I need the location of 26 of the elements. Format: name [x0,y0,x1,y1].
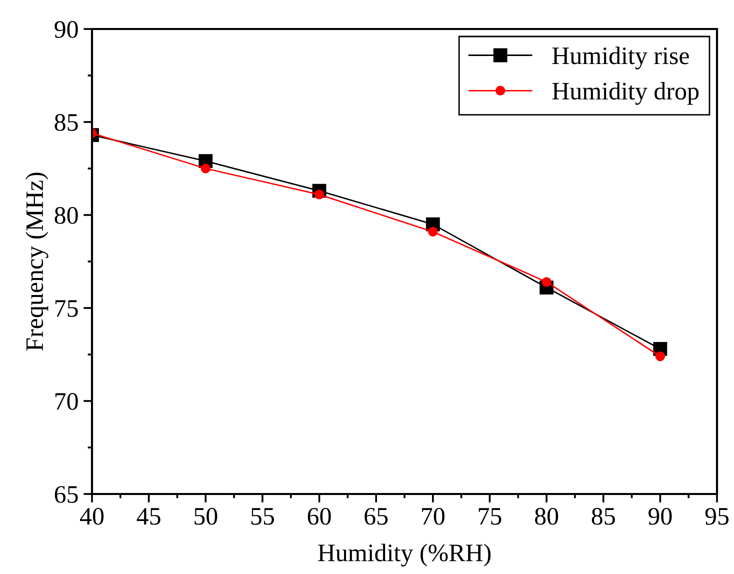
x-tick-label: 50 [194,508,218,525]
point [542,277,552,287]
legend-label: Humidity rise [552,46,689,70]
x-tick-label: 90 [648,508,672,525]
x-tick-label: 80 [535,508,558,525]
y-tick-label: 80 [54,207,78,224]
x-tick-label: 85 [592,508,615,525]
y-tick-label: 70 [55,393,78,410]
point [655,352,666,362]
x-tick-label: 55 [251,508,274,525]
x-tick-label: 45 [136,508,160,525]
y-tick-label: 75 [55,300,78,317]
x-tick-label: 95 [705,508,729,525]
y-tick-label: 65 [54,486,78,503]
point [200,164,210,174]
x-tick-label: 40 [80,508,104,525]
x-tick-label: 70 [422,508,444,525]
x-axis-title: Humidity (%RH) [318,544,491,566]
point [428,226,438,237]
x-tick-label: 60 [308,508,331,525]
y-axis-title: Frequency (MHz) [26,172,48,351]
x-tick-label: 65 [364,508,388,525]
y-tick-label: 90 [54,21,78,38]
y-tick-label: 85 [54,114,78,131]
x-tick-label: 75 [478,508,502,525]
legend-label: Humidity drop [552,82,699,105]
